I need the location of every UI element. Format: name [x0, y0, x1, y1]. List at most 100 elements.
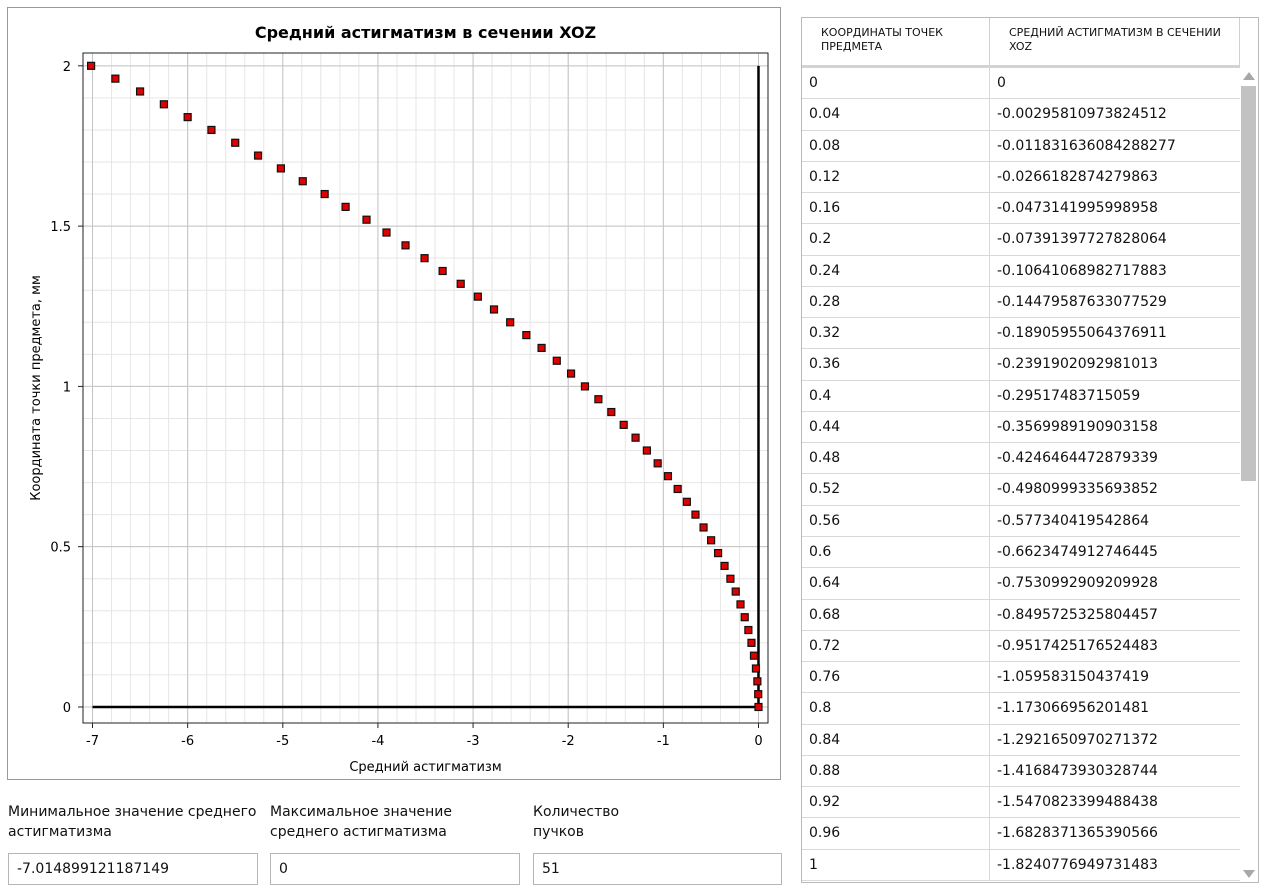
- cell-astigmatism[interactable]: -0.577340419542864: [997, 512, 1150, 529]
- cell-coordinate[interactable]: 0.16: [802, 193, 990, 224]
- max-value-field[interactable]: [270, 853, 520, 885]
- cell-coordinate[interactable]: 0.24: [802, 255, 990, 286]
- cell-coordinate[interactable]: 0.44: [802, 411, 990, 443]
- y-tick-label: 1.5: [50, 220, 71, 235]
- data-table[interactable]: Координаты точек предмета Средний астигм…: [801, 17, 1259, 883]
- table-row[interactable]: 0.96 -1.6828371365390566: [802, 818, 1240, 850]
- table-row[interactable]: 0.44 -0.3569989190903158: [802, 411, 1240, 444]
- y-tick-label: 0: [63, 701, 71, 716]
- cell-coordinate[interactable]: 0.32: [802, 318, 990, 349]
- cell-astigmatism[interactable]: -0.07391397727828064: [997, 231, 1167, 248]
- table-row[interactable]: 0.92 -1.5470823399488438: [802, 787, 1240, 819]
- data-point: [653, 459, 662, 468]
- table-row[interactable]: 0.2 -0.07391397727828064: [802, 224, 1240, 256]
- cell-coordinate[interactable]: 0.04: [802, 99, 990, 130]
- cell-astigmatism[interactable]: -0.3569989190903158: [997, 418, 1158, 435]
- cell-astigmatism[interactable]: -0.7530992909209928: [997, 575, 1158, 592]
- data-point: [253, 151, 263, 160]
- cell-coordinate[interactable]: 0.48: [802, 443, 990, 474]
- table-row[interactable]: 0.04 -0.00295810973824512: [802, 99, 1240, 131]
- cell-coordinate[interactable]: 0.52: [802, 474, 990, 505]
- cell-astigmatism[interactable]: -0.00295810973824512: [997, 106, 1167, 123]
- cell-astigmatism[interactable]: -0.6623474912746445: [997, 543, 1158, 560]
- table-row[interactable]: 1 -1.8240776949731483: [802, 849, 1240, 881]
- beam-count-field[interactable]: [533, 853, 782, 885]
- table-row[interactable]: 0.72 -0.9517425176524483: [802, 630, 1240, 663]
- column-header-astigmatism[interactable]: Средний астигматизм в сечении XOZ: [990, 18, 1240, 65]
- cell-coordinate[interactable]: 0.08: [802, 130, 990, 161]
- table-row[interactable]: 0.4 -0.29517483715059: [802, 380, 1240, 412]
- x-axis-title: Средний астигматизм: [349, 760, 501, 775]
- cell-astigmatism[interactable]: -0.011831636084288277: [997, 137, 1176, 154]
- cell-coordinate[interactable]: 0.68: [802, 599, 990, 630]
- x-tick-label: 0: [754, 734, 762, 749]
- cell-astigmatism[interactable]: -0.8495725325804457: [997, 606, 1158, 623]
- cell-coordinate[interactable]: 0: [802, 68, 990, 99]
- vertical-scrollbar[interactable]: [1240, 68, 1258, 882]
- cell-coordinate[interactable]: 0.8: [802, 693, 990, 724]
- cell-astigmatism[interactable]: -1.6828371365390566: [997, 825, 1158, 842]
- cell-astigmatism[interactable]: -0.4246464472879339: [997, 450, 1158, 467]
- table-row[interactable]: 0.64 -0.7530992909209928: [802, 568, 1240, 600]
- cell-astigmatism[interactable]: -0.29517483715059: [997, 387, 1141, 404]
- table-row[interactable]: 0.24 -0.10641068982717883: [802, 255, 1240, 287]
- table-row[interactable]: 0.6 -0.6623474912746445: [802, 536, 1240, 569]
- cell-coordinate[interactable]: 0.6: [802, 536, 990, 568]
- cell-coordinate[interactable]: 0.84: [802, 724, 990, 755]
- cell-astigmatism[interactable]: -0.2391902092981013: [997, 356, 1158, 373]
- cell-coordinate[interactable]: 0.76: [802, 662, 990, 693]
- cell-astigmatism[interactable]: -1.5470823399488438: [997, 794, 1158, 811]
- cell-astigmatism[interactable]: -1.059583150437419: [997, 669, 1150, 686]
- cell-astigmatism[interactable]: 0: [997, 75, 1006, 91]
- cell-coordinate[interactable]: 0.2: [802, 224, 990, 255]
- table-row[interactable]: 0.76 -1.059583150437419: [802, 662, 1240, 694]
- scroll-up-arrow-icon[interactable]: [1240, 68, 1258, 84]
- data-point: [749, 651, 759, 660]
- y-tick-label: 2: [63, 60, 71, 75]
- scroll-down-arrow-icon[interactable]: [1240, 866, 1258, 882]
- cell-coordinate[interactable]: 0.12: [802, 161, 990, 193]
- cell-coordinate[interactable]: 0.92: [802, 787, 990, 818]
- cell-astigmatism[interactable]: -1.8240776949731483: [997, 856, 1158, 873]
- cell-astigmatism[interactable]: -1.173066956201481: [997, 700, 1150, 717]
- table-row[interactable]: 0.8 -1.173066956201481: [802, 693, 1240, 725]
- data-point: [607, 407, 616, 417]
- table-row[interactable]: 0.56 -0.577340419542864: [802, 505, 1240, 537]
- cell-coordinate[interactable]: 0.88: [802, 755, 990, 787]
- table-row[interactable]: 0.16 -0.0473141995998958: [802, 193, 1240, 225]
- data-point: [135, 87, 145, 96]
- cell-astigmatism[interactable]: -0.18905955064376911: [997, 325, 1167, 342]
- table-row[interactable]: 0.12 -0.0266182874279863: [802, 161, 1240, 194]
- min-value-field[interactable]: [8, 853, 258, 885]
- cell-coordinate[interactable]: 0.64: [802, 568, 990, 599]
- cell-coordinate[interactable]: 0.72: [802, 630, 990, 662]
- data-point: [751, 664, 761, 673]
- cell-coordinate[interactable]: 0.56: [802, 505, 990, 536]
- cell-coordinate[interactable]: 0.28: [802, 286, 990, 318]
- column-header-coordinates[interactable]: Координаты точек предмета: [802, 18, 990, 65]
- cell-astigmatism[interactable]: -0.9517425176524483: [997, 637, 1158, 654]
- table-row[interactable]: 0.36 -0.2391902092981013: [802, 349, 1240, 381]
- cell-astigmatism[interactable]: -0.0266182874279863: [997, 168, 1158, 185]
- data-point: [298, 177, 307, 186]
- table-row[interactable]: 0.52 -0.4980999335693852: [802, 474, 1240, 506]
- cell-astigmatism[interactable]: -0.10641068982717883: [997, 262, 1167, 279]
- table-row[interactable]: 0.28 -0.14479587633077529: [802, 286, 1240, 319]
- table-row[interactable]: 0.88 -1.4168473930328744: [802, 755, 1240, 788]
- cell-astigmatism[interactable]: -0.0473141995998958: [997, 200, 1158, 217]
- cell-astigmatism[interactable]: -0.14479587633077529: [997, 293, 1167, 310]
- table-row[interactable]: 0.84 -1.2921650970271372: [802, 724, 1240, 756]
- table-row[interactable]: 0.32 -0.18905955064376911: [802, 318, 1240, 350]
- cell-astigmatism[interactable]: -1.4168473930328744: [997, 762, 1158, 779]
- table-row[interactable]: 0.08 -0.011831636084288277: [802, 130, 1240, 162]
- cell-astigmatism[interactable]: -0.4980999335693852: [997, 481, 1158, 498]
- cell-astigmatism[interactable]: -1.2921650970271372: [997, 731, 1158, 748]
- table-row[interactable]: 0.48 -0.4246464472879339: [802, 443, 1240, 475]
- scrollbar-thumb[interactable]: [1241, 86, 1256, 481]
- cell-coordinate[interactable]: 1: [802, 849, 990, 880]
- cell-coordinate[interactable]: 0.4: [802, 380, 990, 411]
- cell-coordinate[interactable]: 0.96: [802, 818, 990, 849]
- cell-coordinate[interactable]: 0.36: [802, 349, 990, 380]
- table-row[interactable]: 0.68 -0.8495725325804457: [802, 599, 1240, 631]
